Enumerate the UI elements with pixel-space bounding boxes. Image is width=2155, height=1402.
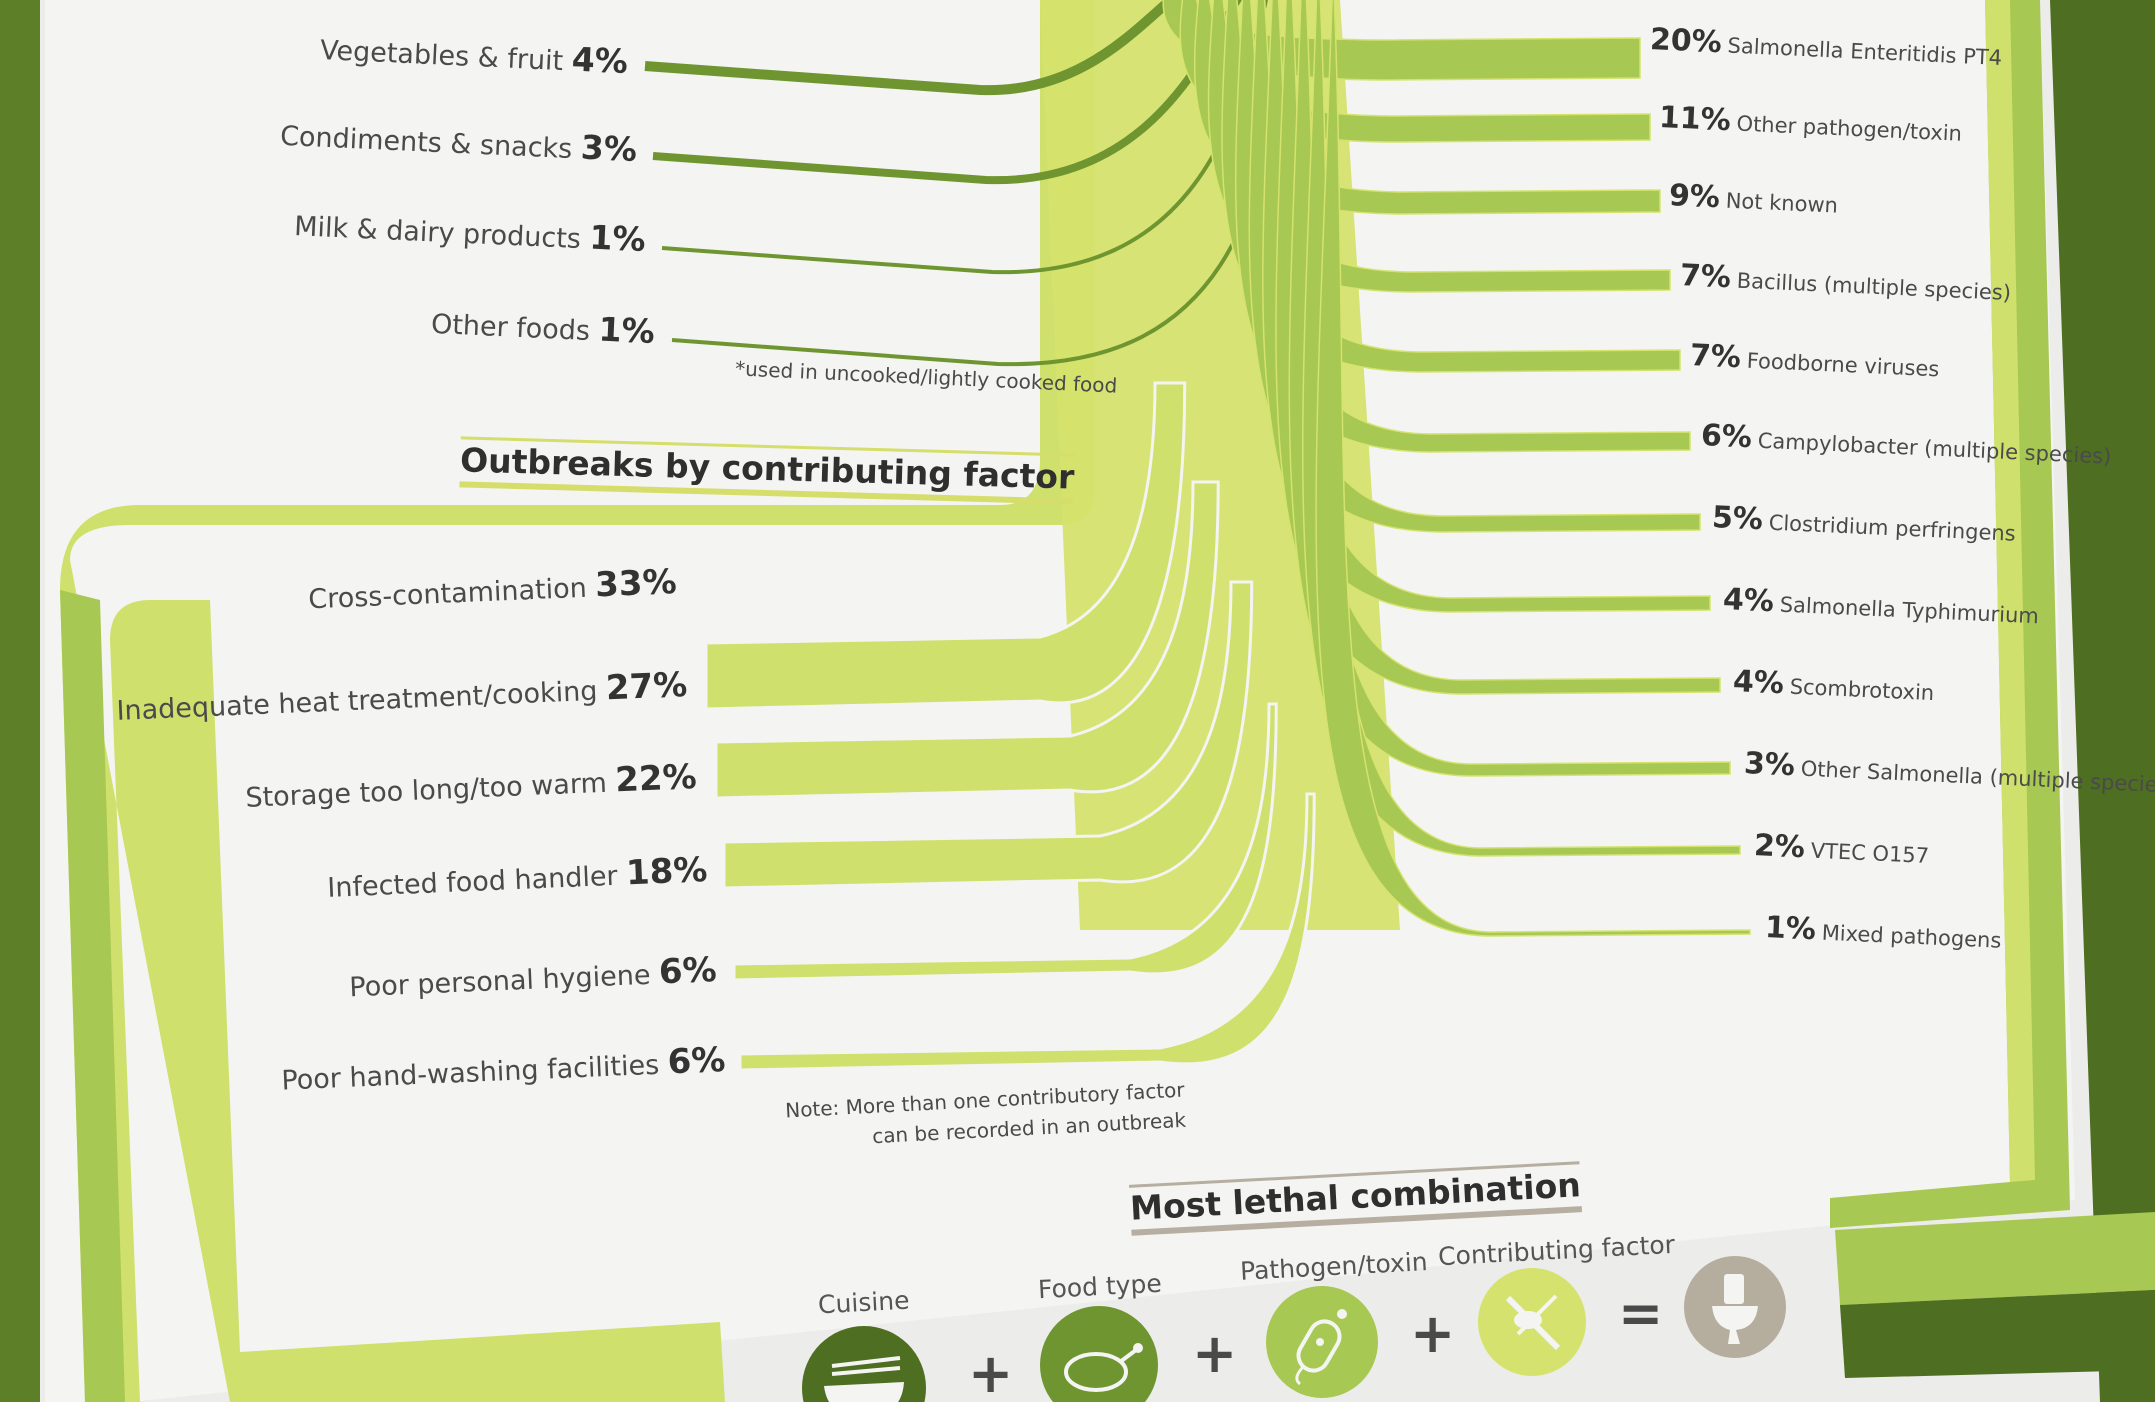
rice-bowl-icon (802, 1326, 926, 1402)
right-frame-inner (1985, 0, 2035, 1182)
food-flow-0 (644, 0, 1179, 96)
bottom-right-block-dark (1840, 1290, 2155, 1378)
left-border (0, 0, 40, 1402)
right-border (2050, 0, 2155, 1402)
factor-flow-3 (732, 702, 1278, 982)
factor-flow-1 (714, 480, 1220, 800)
plus-1: + (968, 1342, 1014, 1402)
equals-sign: = (1618, 1282, 1664, 1345)
pathogen-flow-11 (1315, 0, 1751, 937)
toilet-icon (1684, 1256, 1786, 1358)
factor-flow-4 (738, 792, 1316, 1072)
plus-3: + (1410, 1302, 1456, 1365)
combo-label-cuisine: Cuisine (817, 1285, 911, 1320)
plus-2: + (1192, 1322, 1238, 1385)
frame-shadow (60, 590, 125, 1402)
bottom-right-block-light (1835, 1212, 2155, 1305)
factor-flows (704, 381, 1316, 1072)
knife-chicken-icon (1478, 1268, 1586, 1376)
factor-flow-2 (722, 580, 1254, 890)
factor-flow-0 (704, 381, 1187, 711)
pathogen-flows (1162, 0, 1751, 937)
roast-chicken-icon (1040, 1306, 1158, 1402)
bacterium-icon (1266, 1286, 1378, 1398)
